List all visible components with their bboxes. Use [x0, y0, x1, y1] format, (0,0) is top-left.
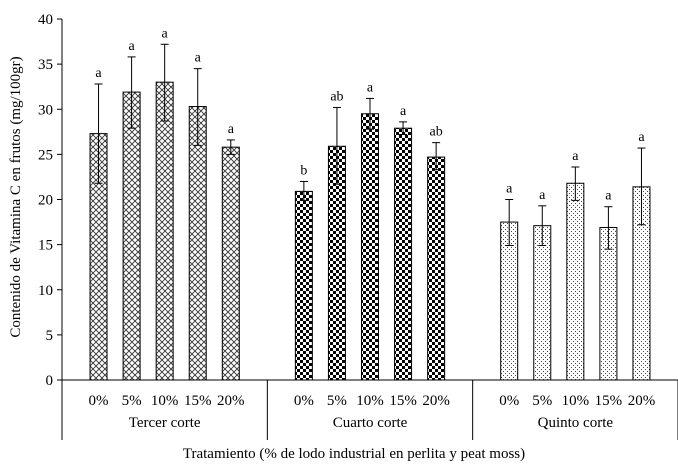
significance-letter: ab — [330, 89, 343, 104]
y-axis: 0 5 10 15 20 25 30 35 40 — [38, 12, 63, 389]
significance-letter: a — [128, 39, 135, 54]
x-axis: 0% 5% 10% 15% 20% Tercer corte 0% 5% 10% 15% 20% Cu… — [61, 379, 678, 440]
significance-letter: a — [506, 182, 513, 197]
y-tick-label: 5 — [46, 328, 54, 344]
significance-letter: a — [367, 80, 374, 95]
x-tick-label: 5% — [327, 393, 347, 409]
y-axis-title: Contenido de Vitamina C en frutos (mg/10… — [8, 56, 24, 337]
x-tick-label: 0% — [294, 393, 314, 409]
x-axis-title: Tratamiento (% de lodo industrial en per… — [183, 446, 525, 462]
x-tick-label: 0% — [499, 393, 519, 409]
significance-letter: a — [400, 104, 407, 119]
significance-letter: a — [195, 51, 202, 66]
y-tick-label: 0 — [46, 373, 54, 389]
x-tick-label: 20% — [217, 393, 245, 409]
significance-letter: b — [300, 163, 307, 178]
significance-letter: a — [572, 149, 579, 164]
bar — [155, 81, 174, 381]
y-tick-label: 20 — [38, 193, 53, 209]
y-tick-label: 35 — [38, 57, 53, 73]
bar — [122, 91, 141, 381]
bar — [294, 190, 313, 381]
x-tick-label: 5% — [532, 393, 552, 409]
significance-letter: ab — [430, 125, 443, 140]
significance-letter: a — [539, 188, 546, 203]
significance-letter: a — [638, 130, 645, 145]
bar — [599, 226, 618, 381]
x-tick-label: 20% — [628, 393, 656, 409]
bar — [361, 113, 379, 381]
x-tick-label: 15% — [595, 393, 623, 409]
y-tick-label: 10 — [38, 283, 53, 299]
y-tick-label: 15 — [38, 238, 53, 254]
bar — [427, 156, 446, 381]
y-tick-label: 25 — [38, 147, 53, 163]
bar — [188, 106, 207, 381]
x-tick-label: 15% — [184, 393, 212, 409]
group-label: Cuarto corte — [333, 415, 408, 431]
y-tick-label: 40 — [38, 12, 53, 28]
significance-letter: a — [95, 66, 102, 81]
x-tick-label: 10% — [151, 393, 179, 409]
x-tick-label: 10% — [562, 393, 590, 409]
significance-letter: a — [162, 26, 169, 41]
x-tick-label: 0% — [89, 393, 109, 409]
bar — [394, 127, 413, 381]
bar — [566, 182, 585, 381]
significance-letter: a — [605, 189, 612, 204]
bar — [221, 146, 240, 381]
x-tick-label: 5% — [122, 393, 142, 409]
bar — [533, 225, 552, 381]
x-tick-label: 10% — [356, 393, 384, 409]
y-tick-label: 30 — [38, 102, 53, 118]
x-tick-label: 20% — [422, 393, 450, 409]
x-tick-label: 15% — [389, 393, 417, 409]
significance-letter: a — [228, 122, 235, 137]
group-label: Quinto corte — [538, 415, 614, 431]
group-label: Tercer corte — [129, 415, 201, 431]
